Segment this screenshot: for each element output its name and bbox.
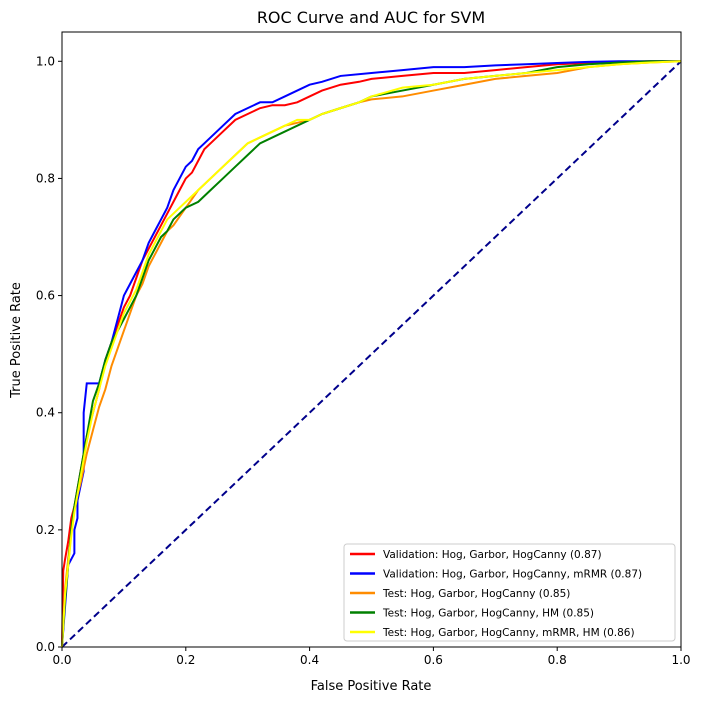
y-axis-label: True Positive Rate bbox=[9, 282, 24, 399]
x-tick-label: 0.0 bbox=[52, 653, 71, 667]
x-tick-label: 0.2 bbox=[176, 653, 195, 667]
x-axis-ticks: 0.0 0.2 0.4 0.6 0.8 1.0 bbox=[52, 647, 691, 667]
diagonal-reference-line bbox=[61, 60, 682, 648]
series-layer bbox=[61, 60, 682, 648]
chart-title: ROC Curve and AUC for SVM bbox=[257, 8, 485, 27]
y-tick-label: 0.0 bbox=[36, 640, 55, 654]
series-line-5 bbox=[61, 60, 682, 648]
y-tick-label: 0.4 bbox=[36, 406, 55, 420]
y-tick-label: 1.0 bbox=[36, 54, 55, 68]
legend-label: Test: Hog, Garbor, HogCanny, HM (0.85) bbox=[382, 608, 594, 620]
x-axis-label: False Positive Rate bbox=[311, 679, 432, 694]
y-tick-label: 0.2 bbox=[36, 523, 55, 537]
y-axis-ticks: 0.0 0.2 0.4 0.6 0.8 1.0 bbox=[36, 54, 62, 654]
legend-label: Test: Hog, Garbor, HogCanny (0.85) bbox=[382, 588, 570, 600]
y-tick-label: 0.6 bbox=[36, 289, 55, 303]
legend-label: Test: Hog, Garbor, HogCanny, mRMR, HM (0… bbox=[382, 627, 635, 639]
x-tick-label: 1.0 bbox=[671, 653, 690, 667]
legend-label: Validation: Hog, Garbor, HogCanny (0.87) bbox=[383, 549, 602, 561]
legend-label: Validation: Hog, Garbor, HogCanny, mRMR … bbox=[383, 569, 642, 581]
plot-frame bbox=[61, 31, 682, 648]
legend: Validation: Hog, Garbor, HogCanny (0.87)… bbox=[343, 543, 676, 642]
series-line-2 bbox=[61, 60, 681, 648]
y-tick-label: 0.8 bbox=[36, 171, 55, 185]
diagonal-layer bbox=[61, 60, 682, 648]
x-tick-label: 0.8 bbox=[548, 653, 567, 667]
x-tick-label: 0.4 bbox=[300, 653, 319, 667]
legend-box bbox=[343, 543, 676, 642]
x-tick-label: 0.6 bbox=[424, 653, 443, 667]
